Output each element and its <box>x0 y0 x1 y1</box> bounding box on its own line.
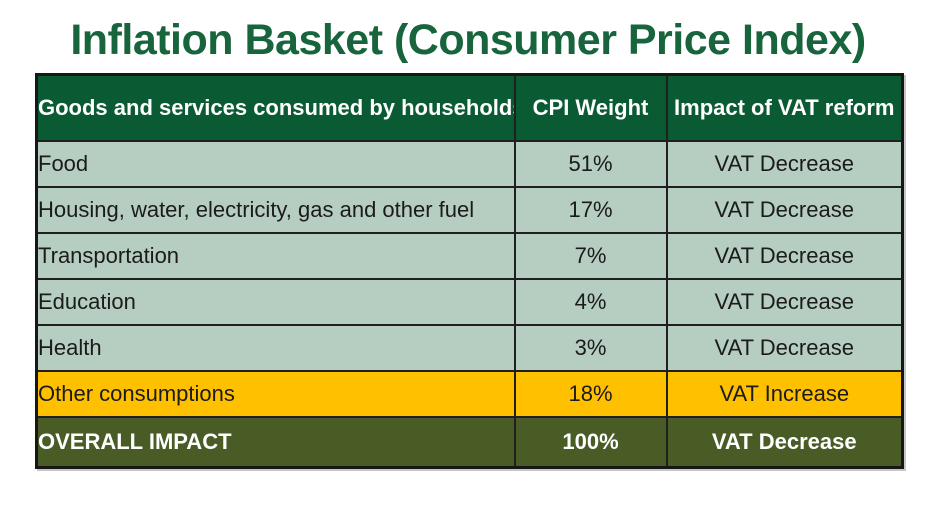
cell-impact: VAT Decrease <box>665 278 904 326</box>
table-row-other-consumptions: Other consumptions 18% VAT Increase <box>35 370 904 418</box>
cell-category: Transportation <box>35 232 516 280</box>
table-row-food: Food 51% VAT Decrease <box>35 140 904 188</box>
page-title: Inflation Basket (Consumer Price Index) <box>70 16 866 64</box>
cell-category: Education <box>35 278 516 326</box>
cell-category: Food <box>35 140 516 188</box>
cell-impact: VAT Decrease <box>665 324 904 372</box>
cell-weight: 4% <box>513 278 668 326</box>
cell-impact: VAT Increase <box>665 370 904 418</box>
cell-weight: 18% <box>513 370 668 418</box>
header-cpi-weight: CPI Weight <box>513 73 668 142</box>
cell-weight: 7% <box>513 232 668 280</box>
cell-category: Other consumptions <box>35 370 516 418</box>
header-category: Goods and services consumed by household… <box>35 73 516 142</box>
cell-impact: VAT Decrease <box>665 416 904 469</box>
header-vat-impact: Impact of VAT reform <box>665 73 904 142</box>
table-row-overall-impact: OVERALL IMPACT 100% VAT Decrease <box>35 416 904 469</box>
cell-weight: 51% <box>513 140 668 188</box>
cell-weight: 17% <box>513 186 668 234</box>
cell-impact: VAT Decrease <box>665 140 904 188</box>
cell-impact: VAT Decrease <box>665 232 904 280</box>
table-row-health: Health 3% VAT Decrease <box>35 324 904 372</box>
table-body: Food 51% VAT Decrease Housing, water, el… <box>35 140 904 469</box>
cell-category: Housing, water, electricity, gas and oth… <box>35 186 516 234</box>
cell-category: OVERALL IMPACT <box>35 416 516 469</box>
cell-impact: VAT Decrease <box>665 186 904 234</box>
table-header: Goods and services consumed by household… <box>35 73 904 142</box>
table-row-housing: Housing, water, electricity, gas and oth… <box>35 186 904 234</box>
table-row-transportation: Transportation 7% VAT Decrease <box>35 232 904 280</box>
cell-weight: 100% <box>513 416 668 469</box>
cell-category: Health <box>35 324 516 372</box>
cell-weight: 3% <box>513 324 668 372</box>
table-row-education: Education 4% VAT Decrease <box>35 278 904 326</box>
header-row: Goods and services consumed by household… <box>35 73 904 142</box>
cpi-table: Goods and services consumed by household… <box>35 73 904 469</box>
